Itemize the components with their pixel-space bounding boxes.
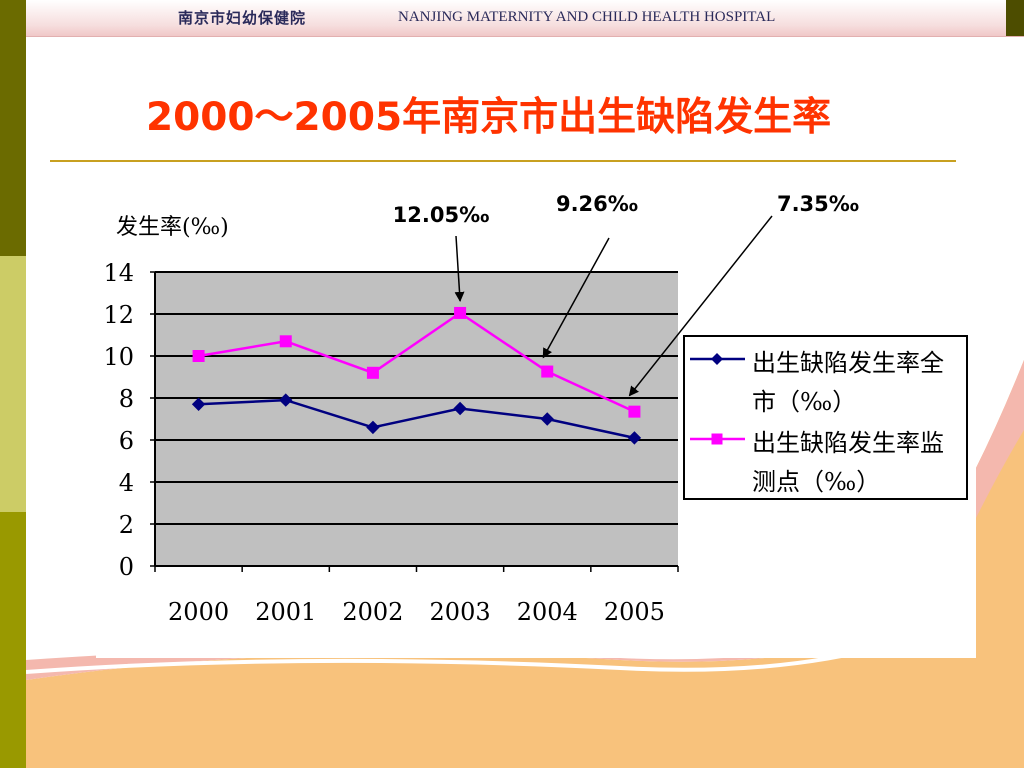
- title-divider: [50, 160, 956, 162]
- data-point-diamond: [627, 431, 642, 445]
- y-tick-label: 2: [119, 511, 134, 539]
- data-point-diamond: [540, 412, 554, 426]
- legend-box: [683, 335, 968, 500]
- series-line: [198, 311, 635, 413]
- y-tick-label: 14: [103, 259, 134, 287]
- legend-label-line: 市（‰）: [752, 388, 856, 416]
- data-point-square: [366, 366, 379, 379]
- y-axis-label: 发生率(‰): [116, 215, 229, 240]
- x-tick-label: 2004: [517, 598, 578, 626]
- legend-label-line: 出生缺陷发生率监: [752, 429, 944, 457]
- y-tick-label: 12: [103, 301, 134, 329]
- x-tick-label: 2000: [168, 598, 229, 626]
- legend-marker-diamond: [711, 353, 723, 365]
- legend-label-line: 测点（‰）: [752, 468, 880, 496]
- data-point-square: [279, 335, 292, 348]
- data-point-square: [454, 306, 467, 319]
- hospital-name: NANJING MATERNITY AND CHILD HEALTH HOSPI…: [398, 9, 776, 25]
- y-tick-label: 0: [119, 553, 134, 581]
- y-tick-label: 4: [119, 469, 134, 497]
- data-point-diamond: [453, 401, 467, 416]
- y-tick-label: 6: [119, 427, 134, 455]
- hospital-logo-text: 南京市妇幼保健院: [178, 9, 307, 27]
- legend-label-line: 出生缺陷发生率全: [752, 349, 944, 377]
- y-tick-label: 8: [119, 385, 134, 413]
- data-point-diamond: [191, 397, 206, 412]
- header-banner: 南京市妇幼保健院 NANJING MATERNITY AND CHILD HEA…: [26, 0, 1024, 37]
- x-tick-label: 2001: [255, 598, 316, 626]
- y-tick-label: 10: [103, 343, 134, 371]
- annotation-arrow: [542, 237, 610, 359]
- annotation-arrow: [454, 235, 465, 302]
- page-title: 2000～2005年南京市出生缺陷发生率: [146, 95, 832, 140]
- x-tick-label: 2005: [604, 598, 665, 626]
- data-point-square: [541, 365, 554, 378]
- x-tick-label: 2002: [342, 598, 403, 626]
- series-line: [198, 398, 635, 440]
- data-point-diamond: [366, 420, 380, 435]
- legend-marker-square: [711, 433, 723, 445]
- data-point-square: [628, 405, 641, 418]
- x-tick-label: 2003: [430, 598, 491, 626]
- sidebar-dark-block: [0, 0, 26, 256]
- sidebar-light-block: [0, 256, 26, 512]
- header-corner-accent: [1006, 0, 1024, 36]
- sidebar-olive-block: [0, 512, 26, 768]
- annotation-label: 9.26‰: [556, 192, 638, 216]
- annotation-label: 7.35‰: [777, 192, 859, 216]
- annotation-arrow: [628, 215, 773, 397]
- data-point-diamond: [279, 393, 293, 407]
- data-point-square: [192, 350, 205, 362]
- annotation-label: 12.05‰: [393, 203, 490, 227]
